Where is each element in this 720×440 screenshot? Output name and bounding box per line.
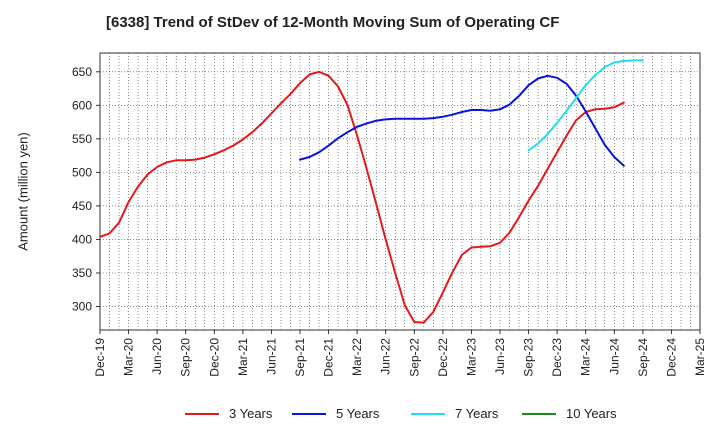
y-tick-label: 550 [72, 132, 92, 146]
x-tick-label: Sep-22 [407, 338, 421, 377]
legend: 3 Years 5 Years 7 Years 10 Years [0, 406, 720, 426]
legend-swatch [185, 412, 219, 415]
plot-frame [99, 52, 701, 331]
x-tick-label: Mar-25 [693, 338, 707, 376]
x-tick-label: Dec-23 [550, 338, 564, 377]
x-tick-label: Dec-20 [207, 338, 221, 377]
series-line-7-years [527, 59, 644, 152]
y-tick-label: 600 [72, 98, 92, 112]
series-layer [99, 59, 644, 324]
x-tick-label: Mar-24 [579, 338, 593, 376]
series-line-5-years [299, 74, 625, 167]
y-tick-label: 500 [72, 165, 92, 179]
y-tick-label: 350 [72, 266, 92, 280]
y-tick-label: 650 [72, 65, 92, 79]
series-line-3-years [99, 70, 625, 324]
x-tick-label: Mar-20 [122, 338, 136, 376]
legend-swatch [411, 412, 445, 415]
x-tick-label: Sep-21 [293, 338, 307, 377]
legend-item-7-years: 7 Years [411, 406, 498, 421]
legend-item-5-years: 5 Years [292, 406, 379, 421]
legend-label: 5 Years [336, 406, 380, 421]
x-tick-label: Jun-20 [150, 338, 164, 375]
x-tick-label: Mar-22 [350, 338, 364, 376]
legend-label: 10 Years [566, 406, 617, 421]
legend-label: 7 Years [455, 406, 499, 421]
legend-swatch [292, 412, 326, 415]
x-tick-label: Mar-21 [236, 338, 250, 376]
legend-item-10-years: 10 Years [522, 406, 617, 421]
chart-title: [6338] Trend of StDev of 12-Month Moving… [106, 14, 560, 31]
x-tick-label: Jun-24 [607, 338, 621, 375]
x-tick-label: Dec-19 [93, 338, 107, 377]
x-tick-label: Dec-21 [322, 338, 336, 377]
grid-layer [100, 53, 700, 330]
tick-layer: 300 350 400 450 500 550 600 650 Dec-19 Mar-20 Jun-… [72, 65, 707, 377]
legend-swatch [522, 412, 556, 415]
x-tick-label: Jun-21 [264, 338, 278, 375]
x-tick-label: Jun-22 [379, 338, 393, 375]
x-tick-label: Dec-24 [664, 338, 678, 377]
x-tick-label: Jun-23 [493, 338, 507, 375]
y-tick-label: 400 [72, 232, 92, 246]
x-tick-label: Sep-20 [179, 338, 193, 377]
x-tick-label: Sep-23 [522, 338, 536, 377]
legend-item-3-years: 3 Years [185, 406, 272, 421]
legend-label: 3 Years [229, 406, 273, 421]
x-tick-label: Mar-23 [464, 338, 478, 376]
y-tick-label: 450 [72, 199, 92, 213]
x-tick-label: Sep-24 [636, 338, 650, 377]
x-tick-label: Dec-22 [436, 338, 450, 377]
y-tick-label: 300 [72, 300, 92, 314]
